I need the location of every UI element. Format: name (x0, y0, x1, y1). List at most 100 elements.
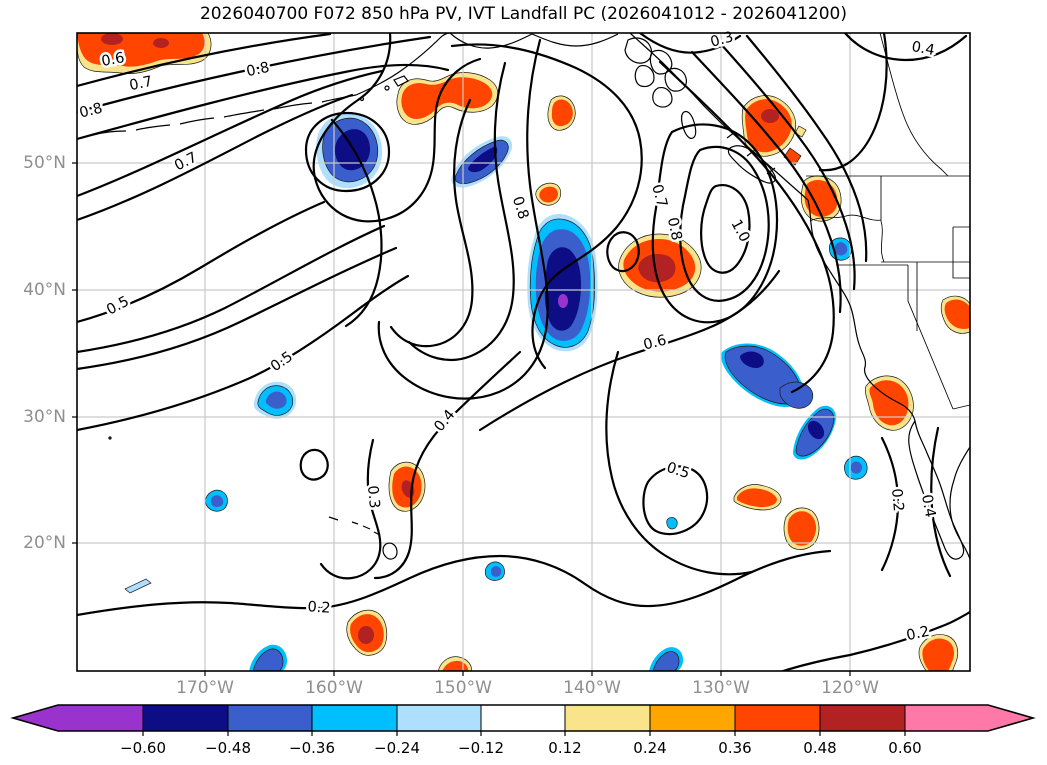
pv-contour-lines-shape (658, 60, 835, 394)
pv-contour-lines-shape (478, 269, 781, 432)
colorbar-tick-label: −0.48 (205, 739, 251, 757)
colorbar-tick-label: −0.12 (458, 739, 504, 757)
x-tick-label: 160°W (305, 678, 363, 698)
pv-contour-lines-shape (679, 145, 770, 302)
coastlines-shape (92, 94, 357, 136)
shaded-anomaly-patches-shape (851, 461, 863, 474)
shaded-anomaly-patches-shape (737, 488, 777, 507)
contour-label: 0.2 (888, 488, 906, 512)
pv-contour-lines-shape (690, 50, 842, 314)
shaded-anomaly-patches-shape (558, 294, 568, 308)
pv-contour-lines-shape (299, 448, 329, 481)
shaded-anomaly-patches-shape (652, 651, 680, 671)
map-plot-shape (77, 33, 970, 671)
coastlines-shape (727, 145, 777, 184)
coastlines-shape (393, 75, 409, 87)
pv-contour-lines-shape (77, 93, 354, 222)
shaded-anomaly-patches-shape (944, 299, 970, 329)
state-borders-shape (880, 176, 885, 263)
pv-contour-lines-shape (77, 274, 410, 432)
pv-contour-lines-shape (843, 33, 968, 62)
coastlines-shape (449, 33, 619, 49)
coastlines-shape (384, 85, 390, 91)
colorbar-tick-label: −0.60 (120, 739, 166, 757)
pv-contour-lines-shape (373, 350, 522, 580)
x-tick-label: 150°W (434, 678, 492, 698)
shaded-anomaly-patches-shape (442, 660, 469, 671)
map-frame (76, 32, 971, 672)
pv-contour-lines-shape (700, 184, 751, 274)
pv-contour-lines-shape (77, 246, 398, 371)
colorbar-segments (13, 705, 1033, 731)
colorbar-tick-marks (142, 731, 906, 736)
pv-contour-lines-shape (304, 111, 391, 193)
colorbar-tick-labels: −0.60 −0.48 −0.36 −0.24 −0.12 0.12 0.24 0.36 0.4… (120, 739, 922, 757)
axis-tick-marks (72, 162, 851, 676)
shaded-anomaly-patches-shape (787, 511, 817, 546)
shaded-anomaly-patches-shape (869, 380, 909, 426)
pv-contour-lines-shape (377, 38, 549, 400)
shaded-anomaly-patches-shape (124, 578, 152, 594)
colorbar-segment (481, 705, 565, 731)
pv-contour-lines-shape (880, 436, 900, 572)
shaded-anomaly-patches-shape (807, 420, 825, 440)
pv-contour-lines-shape (745, 34, 868, 263)
shaded-anomaly-patches-shape (265, 391, 287, 409)
pv-contour-lines-shape (818, 33, 888, 172)
colorbar-segment (312, 705, 397, 731)
colorbar-tick-label: −0.36 (289, 739, 335, 757)
pv-contour-lines-shape (312, 33, 482, 223)
colorbar-tick-label: 0.24 (633, 739, 666, 757)
colorbar-segment (820, 705, 905, 731)
x-tick-label: 130°W (692, 678, 750, 698)
coastlines-shape (328, 516, 381, 536)
pv-contour-lines-shape (605, 350, 754, 576)
pv-contour-lines-shape (718, 41, 856, 291)
y-tick-label: 40°N (23, 280, 66, 300)
y-tick-label: 50°N (23, 153, 66, 173)
y-tick-label: 30°N (23, 407, 66, 427)
pv-contour-lines-shape (642, 465, 709, 536)
y-tick-label: 20°N (23, 533, 66, 553)
colorbar-extend-low (13, 705, 143, 731)
colorbar-segment (650, 705, 735, 731)
coastlines-shape (382, 542, 398, 560)
shaded-anomaly-patches-shape (539, 186, 558, 203)
pv-contour-lines-shape (77, 69, 384, 198)
state-borders-shape (907, 265, 954, 410)
colorbar-segment (565, 705, 650, 731)
coastlines-shape (949, 446, 970, 560)
colorbar-outline (10, 704, 1036, 732)
shaded-anomaly-patches-shape (804, 180, 838, 217)
x-tick-label: 120°W (821, 678, 879, 698)
pv-contour-lines-shape (407, 61, 515, 362)
colorbar-extend-high (905, 705, 1033, 731)
pv-contour-lines-shape (606, 231, 640, 273)
shaded-anomaly-patches-shape (551, 99, 573, 127)
pv-contour-lines-shape (319, 438, 382, 580)
shaded-anomaly-patches-shape (779, 381, 814, 409)
pv-contour-lines-shape (77, 200, 326, 324)
state-borders-shape (809, 214, 882, 222)
shaded-anomaly-patches-shape (544, 247, 581, 331)
pv-contour-lines-shape (779, 610, 970, 671)
colorbar-tick-label: 0.48 (803, 739, 836, 757)
pv-contour-lines-shape (389, 98, 474, 348)
pv-contour-lines-shape (330, 118, 383, 328)
colorbar-segment (397, 705, 481, 731)
coastlines-shape (355, 33, 451, 96)
colorbar-outline-shape (10, 704, 1036, 732)
shaded-anomaly-patches-shape (835, 242, 848, 256)
shaded-anomaly-patches-shape (761, 109, 779, 123)
plot-title: 2026040700 F072 850 hPa PV, IVT Landfall… (199, 4, 847, 24)
shaded-anomaly-patches-shape (211, 495, 224, 507)
shaded-anomaly-patches-shape (153, 38, 169, 48)
shaded-anomaly-patches-shape (783, 147, 802, 166)
colorbar-tick-label: 0.60 (888, 739, 921, 757)
pv-contour-lines-shape (638, 33, 742, 54)
colorbar-tick-label: 0.12 (548, 739, 581, 757)
state-borders-shape (952, 404, 970, 410)
state-borders (806, 33, 970, 410)
